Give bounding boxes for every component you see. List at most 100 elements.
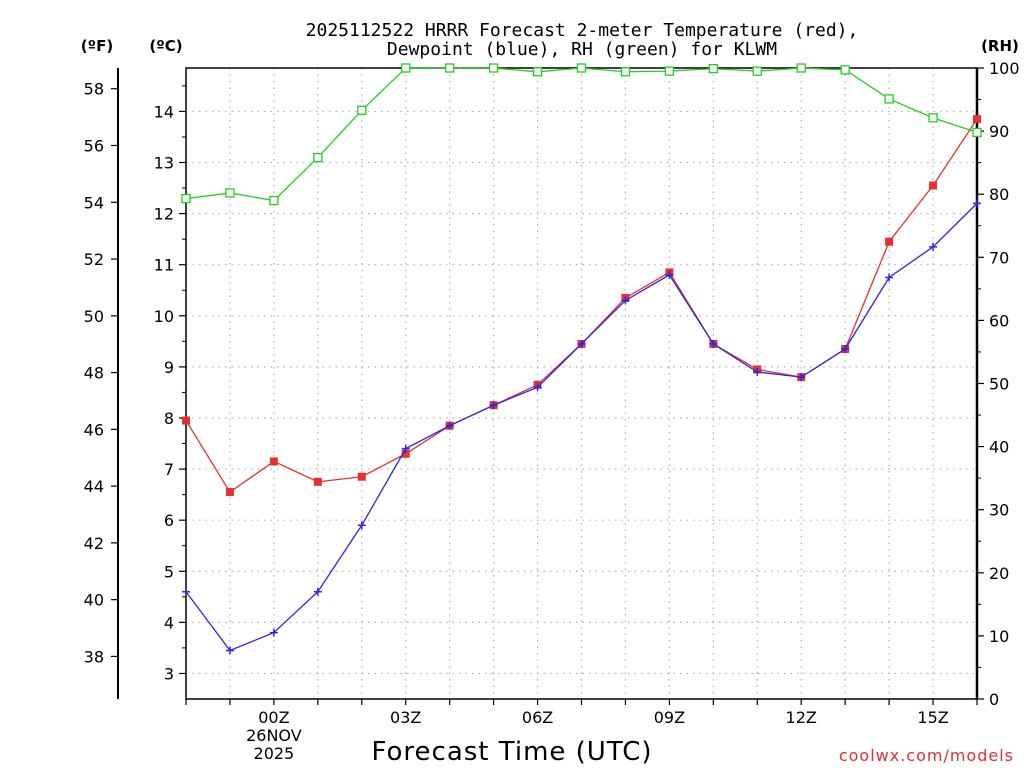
dewpoint-point: [753, 368, 762, 377]
chart-title-line2: Dewpoint (blue), RH (green) for KLWM: [387, 39, 777, 60]
temperature-point: [973, 115, 981, 124]
dewpoint-point: [577, 339, 586, 348]
rh-point: [928, 113, 938, 123]
axes: 3456789101112131438404244464850525456580…: [84, 59, 1020, 763]
celsius-tick-label: 9: [164, 358, 174, 377]
rh-tick-label: 0: [989, 690, 999, 709]
dewpoint-point: [929, 242, 938, 251]
x-tick-label: 00Z: [258, 708, 289, 727]
dewpoint-point: [445, 421, 454, 430]
fahrenheit-tick-label: 46: [84, 420, 104, 439]
dewpoint-point: [269, 628, 278, 637]
fahrenheit-tick-label: 52: [84, 250, 104, 269]
plot-frame: [117, 67, 979, 700]
chart-title-line1: 2025112522 HRRR Forecast 2-meter Tempera…: [306, 20, 859, 41]
celsius-tick-label: 11: [154, 256, 174, 275]
dewpoint-point: [401, 444, 410, 453]
temperature-point: [401, 449, 410, 458]
rh-point: [269, 195, 279, 206]
rh-tick-label: 70: [989, 248, 1009, 267]
data-series: [181, 63, 982, 655]
x-date-label: 26NOV: [246, 726, 302, 745]
dewpoint-point: [533, 383, 542, 392]
rh-point: [840, 65, 850, 75]
rh-tick-label: 50: [989, 375, 1009, 394]
rh-tick-label: 30: [989, 501, 1009, 520]
dewpoint-point: [709, 339, 718, 348]
rh-point: [181, 193, 191, 204]
dewpoint-point: [182, 587, 190, 596]
celsius-tick-label: 13: [154, 154, 174, 173]
x-tick-label: 06Z: [522, 708, 553, 727]
rh-point: [884, 94, 894, 104]
celsius-tick-label: 4: [164, 613, 174, 632]
fahrenheit-tick-label: 56: [84, 136, 104, 155]
rh-point: [532, 67, 543, 77]
celsius-unit-label: (ºC): [149, 37, 182, 55]
celsius-tick-label: 8: [164, 409, 174, 428]
rh-tick-label: 80: [989, 185, 1009, 204]
rh-tick-label: 60: [989, 311, 1009, 330]
rh-point: [664, 66, 675, 76]
rh-point: [313, 152, 323, 163]
celsius-tick-label: 5: [164, 562, 174, 581]
rh-point: [796, 63, 806, 73]
fahrenheit-tick-label: 54: [84, 193, 104, 212]
rh-tick-label: 10: [989, 627, 1009, 646]
rh-point: [972, 127, 982, 138]
x-tick-label: 15Z: [917, 708, 948, 727]
temperature-point: [225, 488, 234, 497]
temperature-point: [313, 477, 322, 486]
temperature-point: [182, 416, 190, 425]
dewpoint-point: [973, 199, 981, 208]
rh-point: [752, 66, 762, 76]
temperature-point: [929, 181, 938, 190]
celsius-tick-label: 12: [154, 205, 174, 224]
fahrenheit-unit-label: (ºF): [81, 37, 113, 55]
celsius-tick-label: 14: [154, 102, 174, 121]
temperature-point: [357, 472, 366, 481]
dewpoint-point: [797, 373, 806, 382]
x-year-label: 2025: [254, 744, 295, 763]
dewpoint-point: [357, 521, 366, 530]
temperature-point: [885, 237, 894, 246]
fahrenheit-tick-label: 38: [84, 647, 104, 666]
rh-tick-label: 90: [989, 122, 1009, 141]
rh-point: [225, 188, 235, 198]
x-axis-title: Forecast Time (UTC): [371, 737, 652, 767]
rh-unit-label: (RH): [981, 37, 1019, 55]
x-tick-label: 03Z: [390, 708, 421, 727]
fahrenheit-tick-label: 40: [84, 591, 104, 610]
fahrenheit-tick-label: 44: [84, 477, 104, 496]
celsius-tick-label: 3: [164, 664, 174, 683]
rh-point: [620, 67, 631, 77]
dewpoint-point: [621, 296, 630, 305]
rh-point: [488, 63, 499, 73]
grid-lines: [186, 68, 977, 699]
rh-point: [445, 63, 455, 73]
source-credit: coolwx.com/models: [839, 746, 1014, 765]
rh-point: [401, 63, 411, 73]
dewpoint-point: [313, 587, 322, 596]
rh-point: [708, 63, 718, 74]
temperature-line: [185, 118, 978, 494]
dewpoint-point: [885, 273, 894, 282]
x-tick-label: 09Z: [654, 708, 685, 727]
fahrenheit-tick-label: 42: [84, 534, 104, 553]
rh-tick-label: 40: [989, 438, 1009, 457]
fahrenheit-tick-label: 48: [84, 364, 104, 383]
rh-tick-label: 20: [989, 564, 1009, 583]
x-tick-label: 12Z: [786, 708, 817, 727]
dewpoint-point: [225, 646, 234, 655]
dewpoint-point: [489, 401, 498, 410]
dewpoint-point: [841, 345, 850, 354]
celsius-tick-label: 6: [164, 511, 174, 530]
celsius-tick-label: 7: [164, 460, 174, 479]
rh-point: [576, 63, 587, 73]
dewpoint-point: [665, 270, 674, 279]
fahrenheit-tick-label: 50: [84, 307, 104, 326]
celsius-tick-label: 10: [154, 307, 174, 326]
temperature-point: [269, 457, 278, 466]
